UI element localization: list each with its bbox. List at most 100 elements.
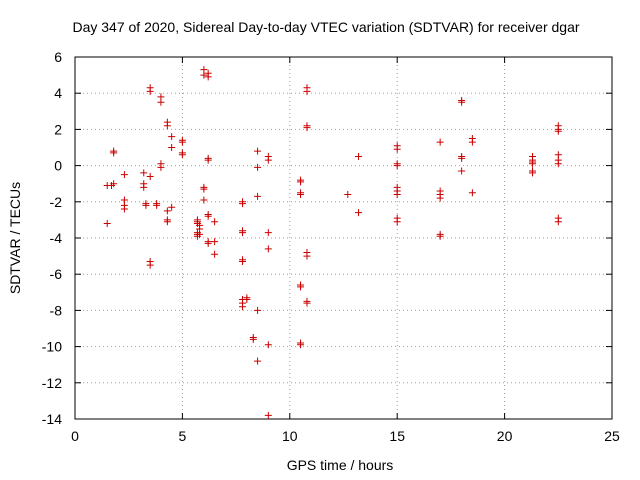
axis-ticks: 0 5 10 15 20 25 -14 -12 -10 -8 -6 -4 -2 0 2 4 6 (42, 49, 620, 444)
data-point (163, 207, 171, 215)
data-point (211, 218, 219, 226)
data-point (110, 149, 118, 157)
data-point (204, 239, 212, 247)
x-tick-label: 10 (282, 428, 298, 444)
data-point (163, 218, 171, 226)
data-point (153, 200, 161, 208)
data-point (243, 296, 251, 304)
data-point (211, 250, 219, 258)
data-point (142, 201, 150, 209)
data-point (204, 73, 212, 81)
data-point (254, 357, 262, 365)
data-point (297, 283, 305, 291)
y-tick-label: 6 (54, 49, 62, 65)
data-point (178, 138, 186, 146)
data-point (468, 138, 476, 146)
data-point (458, 167, 466, 175)
data-point (393, 162, 401, 170)
data-point (264, 411, 272, 419)
data-point (239, 200, 247, 208)
data-point (103, 220, 111, 228)
data-point (529, 169, 537, 177)
data-point (178, 151, 186, 159)
data-point (110, 180, 118, 188)
data-point (297, 191, 305, 199)
data-point (168, 133, 176, 141)
data-point (393, 218, 401, 226)
data-point (355, 209, 363, 217)
data-point (239, 303, 247, 311)
data-point (303, 124, 311, 132)
data-point (204, 156, 212, 164)
y-tick-label: -2 (50, 194, 63, 210)
data-point (554, 218, 562, 226)
x-tick-label: 0 (71, 428, 79, 444)
data-point (140, 183, 148, 191)
data-points (103, 66, 562, 419)
data-point (303, 252, 311, 260)
x-tick-label: 25 (604, 428, 620, 444)
data-point (297, 178, 305, 186)
y-tick-label: 2 (54, 121, 62, 137)
data-point (249, 335, 257, 343)
data-point (297, 341, 305, 349)
data-point (239, 258, 247, 266)
y-tick-label: -4 (50, 230, 63, 246)
data-point (120, 205, 128, 213)
data-point (264, 341, 272, 349)
data-point (168, 144, 176, 151)
x-tick-label: 20 (497, 428, 513, 444)
data-point (140, 169, 148, 177)
data-point (554, 127, 562, 135)
data-point (146, 87, 154, 95)
data-point (264, 156, 272, 164)
data-point (458, 154, 466, 162)
data-point (529, 160, 537, 168)
data-point (200, 185, 208, 193)
data-point (393, 191, 401, 199)
y-tick-label: -10 (42, 339, 62, 355)
y-tick-label: -8 (50, 302, 63, 318)
data-point (120, 171, 128, 179)
x-axis-label: GPS time / hours (287, 457, 394, 473)
y-tick-label: -14 (42, 411, 62, 427)
y-axis-label: SDTVAR / TECUs (7, 182, 23, 294)
data-point (554, 160, 562, 168)
data-point (211, 238, 219, 246)
data-point (264, 229, 272, 237)
data-point (204, 212, 212, 220)
data-point (239, 229, 247, 237)
data-point (146, 261, 154, 269)
data-point (355, 153, 363, 161)
y-tick-label: 0 (54, 158, 62, 174)
data-point (254, 192, 262, 200)
y-tick-label: -12 (42, 375, 62, 391)
data-point (436, 194, 444, 202)
data-point (303, 299, 311, 307)
data-point (468, 189, 476, 197)
data-point (436, 138, 444, 146)
y-tick-label: 4 (54, 85, 62, 101)
data-point (163, 122, 171, 130)
data-point (146, 172, 154, 180)
data-point (303, 87, 311, 95)
data-point (200, 196, 208, 204)
data-point (254, 163, 262, 171)
data-point (200, 71, 208, 79)
data-point (157, 98, 165, 106)
data-point (168, 203, 176, 211)
data-point (196, 230, 204, 238)
x-tick-label: 5 (179, 428, 187, 444)
x-tick-label: 15 (389, 428, 405, 444)
data-point (254, 306, 262, 314)
y-tick-label: -6 (50, 266, 63, 282)
grid-lines (75, 57, 612, 419)
data-point (157, 163, 165, 171)
data-point (254, 147, 262, 155)
data-point (344, 191, 352, 199)
data-point (393, 145, 401, 153)
data-point (458, 98, 466, 106)
chart-title: Day 347 of 2020, Sidereal Day-to-day VTE… (72, 19, 579, 35)
data-point (264, 245, 272, 253)
